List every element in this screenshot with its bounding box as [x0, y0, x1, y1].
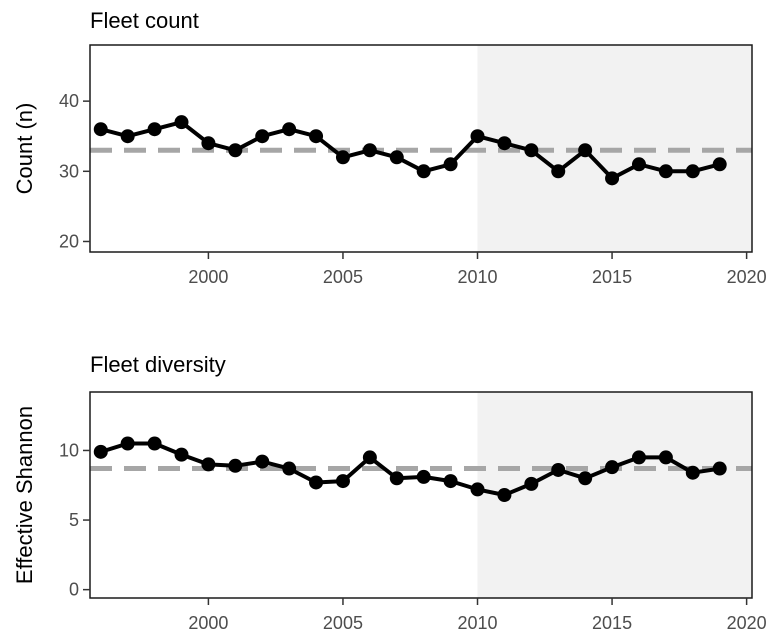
data-point	[201, 457, 216, 472]
data-point	[443, 157, 458, 172]
data-point	[93, 444, 108, 459]
data-point	[282, 461, 297, 476]
data-point	[631, 450, 646, 465]
x-tick-label: 2005	[323, 613, 363, 630]
data-point	[228, 143, 243, 158]
data-point	[685, 164, 700, 179]
y-tick-label: 0	[69, 580, 79, 600]
x-tick-label: 2005	[323, 267, 363, 287]
data-point	[362, 450, 377, 465]
data-point	[443, 474, 458, 489]
data-point	[120, 436, 135, 451]
x-tick-label: 2015	[592, 613, 632, 630]
y-tick-label: 5	[69, 510, 79, 530]
data-point	[201, 136, 216, 151]
data-point	[335, 474, 350, 489]
data-point	[605, 460, 620, 475]
y-tick-label: 10	[59, 440, 79, 460]
data-point	[282, 122, 297, 137]
x-tick-label: 2010	[457, 613, 497, 630]
y-axis-label: Effective Shannon	[12, 406, 37, 584]
data-point	[93, 122, 108, 137]
data-point	[147, 122, 162, 137]
data-point	[309, 475, 324, 490]
data-point	[631, 157, 646, 172]
data-point	[524, 143, 539, 158]
data-point	[416, 469, 431, 484]
data-point	[309, 129, 324, 144]
data-point	[470, 482, 485, 497]
data-point	[551, 164, 566, 179]
x-tick-label: 2000	[188, 613, 228, 630]
x-tick-label: 2020	[727, 267, 767, 287]
data-point	[335, 150, 350, 165]
data-point	[174, 447, 189, 462]
data-point	[605, 171, 620, 186]
data-point	[712, 461, 727, 476]
y-tick-label: 20	[59, 231, 79, 251]
x-tick-label: 2015	[592, 267, 632, 287]
data-point	[497, 136, 512, 151]
data-point	[470, 129, 485, 144]
panel-2: 2000 2005 2010 2015 2020 0 5 10 Fleet diversity E…	[12, 352, 767, 630]
panel-title: Fleet count	[90, 8, 199, 33]
panel-border	[89, 391, 753, 599]
data-point	[174, 115, 189, 130]
y-tick-label: 30	[59, 161, 79, 181]
data-point	[416, 164, 431, 179]
data-point	[685, 465, 700, 480]
data-point	[228, 458, 243, 473]
x-tick-label: 2020	[727, 613, 767, 630]
data-point	[497, 488, 512, 502]
panel-title: Fleet diversity	[90, 352, 226, 377]
data-point	[255, 129, 270, 144]
data-point	[658, 164, 673, 179]
data-point	[120, 129, 135, 144]
data-point	[551, 462, 566, 477]
data-point	[578, 471, 593, 486]
y-axis-label: Count (n)	[12, 103, 37, 195]
x-tick-label: 2000	[188, 267, 228, 287]
data-point	[712, 157, 727, 172]
data-point	[389, 150, 404, 165]
panel-border	[89, 44, 753, 253]
x-tick-label: 2010	[457, 267, 497, 287]
data-point	[658, 450, 673, 465]
shaded-region	[477, 392, 752, 598]
data-point	[578, 143, 593, 158]
data-point	[362, 143, 377, 158]
data-point	[524, 476, 539, 491]
data-point	[147, 436, 162, 451]
data-point	[389, 471, 404, 486]
y-tick-label: 40	[59, 91, 79, 111]
data-point	[255, 454, 270, 469]
